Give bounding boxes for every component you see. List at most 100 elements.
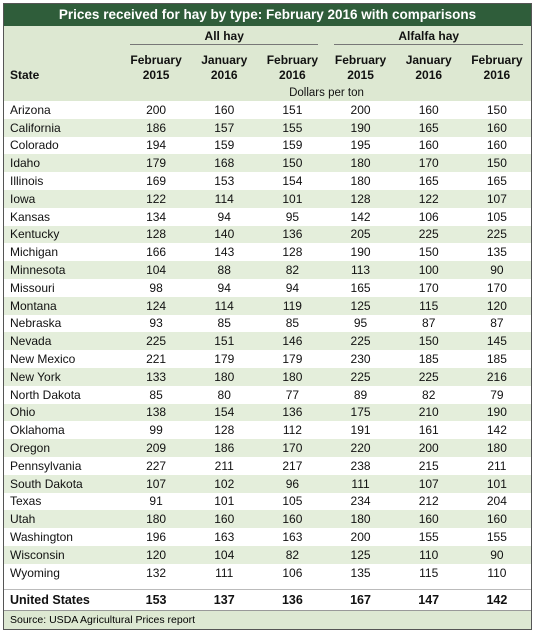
state-header: State — [4, 45, 122, 85]
price-cell: 105 — [282, 494, 303, 509]
price-cell: 215 — [418, 458, 439, 473]
price-cell: 221 — [146, 352, 167, 367]
price-cell: 217 — [282, 458, 303, 473]
price-cell: 128 — [282, 245, 303, 260]
data-row: Wisconsin 120 104 82 125 110 90 — [4, 545, 531, 564]
blank-cell — [4, 26, 122, 45]
unit-label: Dollars per ton — [122, 85, 531, 101]
state-cell: New Mexico — [10, 352, 76, 367]
data-row: California 186 157 155 190 165 160 — [4, 118, 531, 137]
price-cell: 212 — [418, 494, 439, 509]
price-cell: 225 — [462, 225, 531, 244]
data-row: Texas 91 101 105 234 212 204 — [4, 493, 531, 511]
state-cell: Illinois — [10, 174, 44, 189]
price-cell: 112 — [282, 423, 302, 438]
price-cell: 160 — [258, 510, 327, 529]
price-cell: 165 — [486, 174, 507, 189]
group-label: Alfalfa hay — [334, 29, 523, 45]
price-cell: 196 — [146, 530, 167, 545]
price-cell: 155 — [258, 118, 327, 137]
price-cell: 150 — [486, 102, 507, 117]
price-cell: 165 — [418, 174, 439, 189]
price-cell: 145 — [462, 332, 531, 351]
price-cell: 95 — [285, 209, 300, 224]
price-cell: 225 — [326, 367, 395, 386]
state-cell: North Dakota — [10, 387, 81, 402]
data-row: Ohio 138 154 136 175 210 190 — [4, 403, 531, 422]
data-row: Montana 124 114 119 125 115 120 — [4, 296, 531, 315]
total-cell: 167 — [326, 588, 395, 610]
group-cell: All hay — [122, 26, 327, 45]
price-cell: 159 — [282, 138, 303, 153]
state-cell: Ohio — [4, 403, 122, 422]
data-row: Kentucky 128 140 136 205 225 225 — [4, 225, 531, 244]
price-table: All hay Alfalfa hay State February 2015 Janu… — [4, 26, 531, 610]
price-cell: 160 — [214, 102, 235, 117]
data-row: Wyoming 132 111 106 135 115 110 — [4, 564, 531, 582]
price-cell: 133 — [122, 367, 191, 386]
price-cell: 160 — [462, 510, 531, 529]
price-cell: 77 — [285, 387, 300, 402]
price-cell: 110 — [394, 545, 463, 564]
price-cell: 107 — [122, 474, 191, 493]
price-cell: 100 — [394, 261, 463, 279]
price-cell: 211 — [214, 458, 234, 473]
state-cell: Utah — [4, 510, 122, 529]
price-cell: 122 — [122, 189, 191, 208]
price-cell: 154 — [282, 174, 303, 189]
price-cell: 170 — [258, 439, 327, 457]
price-cell: 225 — [394, 367, 463, 386]
price-cell: 120 — [122, 545, 191, 564]
price-cell: 186 — [190, 439, 259, 457]
price-cell: 200 — [394, 439, 463, 457]
price-cell: 82 — [258, 545, 327, 564]
state-cell: Kentucky — [4, 225, 122, 244]
price-cell: 161 — [418, 423, 439, 438]
price-cell: 134 — [146, 209, 167, 224]
price-cell: 234 — [350, 494, 371, 509]
price-cell: 200 — [350, 102, 371, 117]
price-cell: 128 — [214, 423, 235, 438]
state-cell: Washington — [10, 530, 73, 545]
price-cell: 138 — [122, 403, 191, 422]
column-header: February 2015 — [122, 45, 191, 85]
data-row: Idaho 179 168 150 180 170 150 — [4, 154, 531, 173]
price-cell: 85 — [217, 316, 231, 331]
price-cell: 160 — [394, 510, 463, 529]
group-cell: Alfalfa hay — [326, 26, 531, 45]
price-cell: 143 — [214, 245, 235, 260]
price-cell: 88 — [190, 261, 259, 279]
price-cell: 150 — [394, 332, 463, 351]
price-cell: 125 — [326, 545, 395, 564]
price-cell: 191 — [350, 423, 371, 438]
column-header: February 2016 — [258, 45, 327, 85]
price-cell: 107 — [394, 474, 463, 493]
data-row: Utah 180 160 160 180 160 160 — [4, 510, 531, 529]
price-cell: 180 — [326, 510, 395, 529]
state-cell: Texas — [10, 494, 42, 509]
price-cell: 155 — [486, 530, 507, 545]
spacer-row — [4, 582, 531, 590]
price-cell: 150 — [418, 245, 439, 260]
price-cell: 163 — [214, 530, 235, 545]
price-cell: 106 — [418, 209, 439, 224]
price-cell: 93 — [149, 316, 163, 331]
state-cell: California — [4, 118, 122, 137]
price-cell: 210 — [394, 403, 463, 422]
column-header: January 2016 — [190, 45, 259, 85]
state-cell: Colorado — [10, 138, 59, 153]
price-cell: 157 — [190, 118, 259, 137]
price-cell: 90 — [462, 545, 531, 564]
price-cell: 180 — [258, 367, 327, 386]
price-cell: 220 — [326, 439, 395, 457]
price-cell: 168 — [190, 154, 259, 173]
price-cell: 111 — [326, 474, 395, 493]
price-cell: 170 — [394, 154, 463, 173]
group-label: All hay — [130, 29, 319, 45]
price-cell: 135 — [350, 565, 371, 580]
data-row: Kansas 134 94 95 142 106 105 — [4, 208, 531, 226]
price-cell: 175 — [326, 403, 395, 422]
data-row: Oregon 209 186 170 220 200 180 — [4, 439, 531, 457]
price-cell: 180 — [350, 174, 371, 189]
price-cell: 142 — [350, 209, 371, 224]
